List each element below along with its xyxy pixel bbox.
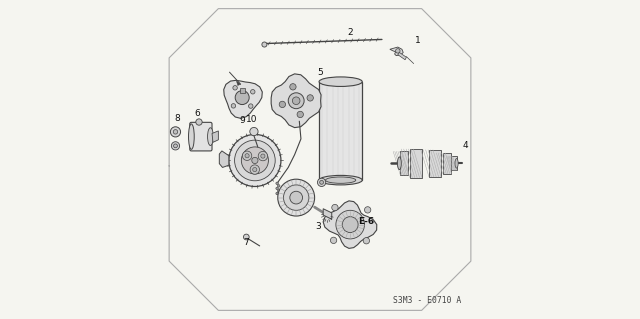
Circle shape xyxy=(330,237,337,243)
Circle shape xyxy=(248,104,253,108)
Polygon shape xyxy=(236,81,241,85)
Circle shape xyxy=(276,182,278,185)
Polygon shape xyxy=(323,209,332,219)
Circle shape xyxy=(320,181,323,184)
FancyBboxPatch shape xyxy=(319,82,362,180)
Circle shape xyxy=(278,179,315,216)
Circle shape xyxy=(278,185,280,187)
Circle shape xyxy=(172,142,180,150)
Circle shape xyxy=(170,127,180,137)
Circle shape xyxy=(288,93,304,109)
Polygon shape xyxy=(239,88,244,93)
Circle shape xyxy=(252,157,258,164)
Polygon shape xyxy=(271,74,321,128)
Ellipse shape xyxy=(207,128,213,145)
Text: 3: 3 xyxy=(316,222,321,231)
Circle shape xyxy=(243,234,249,240)
Circle shape xyxy=(278,190,280,192)
Polygon shape xyxy=(390,47,403,56)
Circle shape xyxy=(365,207,371,213)
Polygon shape xyxy=(212,131,218,142)
Circle shape xyxy=(235,91,249,105)
Circle shape xyxy=(258,152,268,161)
Circle shape xyxy=(261,154,265,158)
Polygon shape xyxy=(224,80,262,118)
Circle shape xyxy=(235,140,275,181)
Circle shape xyxy=(173,130,178,134)
Ellipse shape xyxy=(319,175,362,185)
Circle shape xyxy=(233,85,237,90)
Circle shape xyxy=(284,185,309,210)
Circle shape xyxy=(297,111,303,118)
Text: S3M3 - E0710 A: S3M3 - E0710 A xyxy=(393,296,461,305)
Circle shape xyxy=(290,84,296,90)
Circle shape xyxy=(173,144,177,148)
Text: 5: 5 xyxy=(317,68,323,77)
Circle shape xyxy=(250,90,255,94)
Circle shape xyxy=(279,101,285,108)
Circle shape xyxy=(276,192,278,195)
Text: 2: 2 xyxy=(347,28,353,37)
Circle shape xyxy=(241,147,268,174)
Text: 4: 4 xyxy=(463,141,468,150)
FancyBboxPatch shape xyxy=(410,149,422,178)
Ellipse shape xyxy=(397,157,401,170)
Circle shape xyxy=(342,217,358,233)
Circle shape xyxy=(276,187,278,190)
Polygon shape xyxy=(323,201,377,249)
Circle shape xyxy=(336,210,364,239)
Circle shape xyxy=(364,238,369,244)
Ellipse shape xyxy=(319,77,362,86)
Circle shape xyxy=(243,151,252,160)
FancyBboxPatch shape xyxy=(443,153,451,174)
Ellipse shape xyxy=(189,124,194,149)
Circle shape xyxy=(290,191,303,204)
FancyBboxPatch shape xyxy=(190,122,212,151)
Circle shape xyxy=(250,165,259,174)
Text: 9: 9 xyxy=(239,115,244,124)
Text: 1: 1 xyxy=(415,36,421,45)
Ellipse shape xyxy=(326,177,356,183)
FancyBboxPatch shape xyxy=(401,152,408,175)
Circle shape xyxy=(196,119,202,125)
FancyBboxPatch shape xyxy=(429,150,441,177)
Circle shape xyxy=(292,97,300,105)
Polygon shape xyxy=(398,52,406,60)
Circle shape xyxy=(396,49,400,53)
Circle shape xyxy=(231,104,236,108)
Circle shape xyxy=(253,167,257,172)
Circle shape xyxy=(262,42,267,47)
Circle shape xyxy=(245,154,249,158)
Circle shape xyxy=(317,178,326,187)
Circle shape xyxy=(250,127,258,136)
Polygon shape xyxy=(220,151,229,167)
FancyBboxPatch shape xyxy=(451,156,457,170)
Circle shape xyxy=(229,134,281,187)
Circle shape xyxy=(307,95,314,101)
Text: 8: 8 xyxy=(174,114,180,123)
Circle shape xyxy=(332,204,338,211)
Ellipse shape xyxy=(455,159,458,168)
Text: E-6: E-6 xyxy=(358,217,374,226)
Text: 6: 6 xyxy=(194,108,200,118)
Text: 7: 7 xyxy=(243,239,249,248)
Text: 10: 10 xyxy=(246,115,257,123)
